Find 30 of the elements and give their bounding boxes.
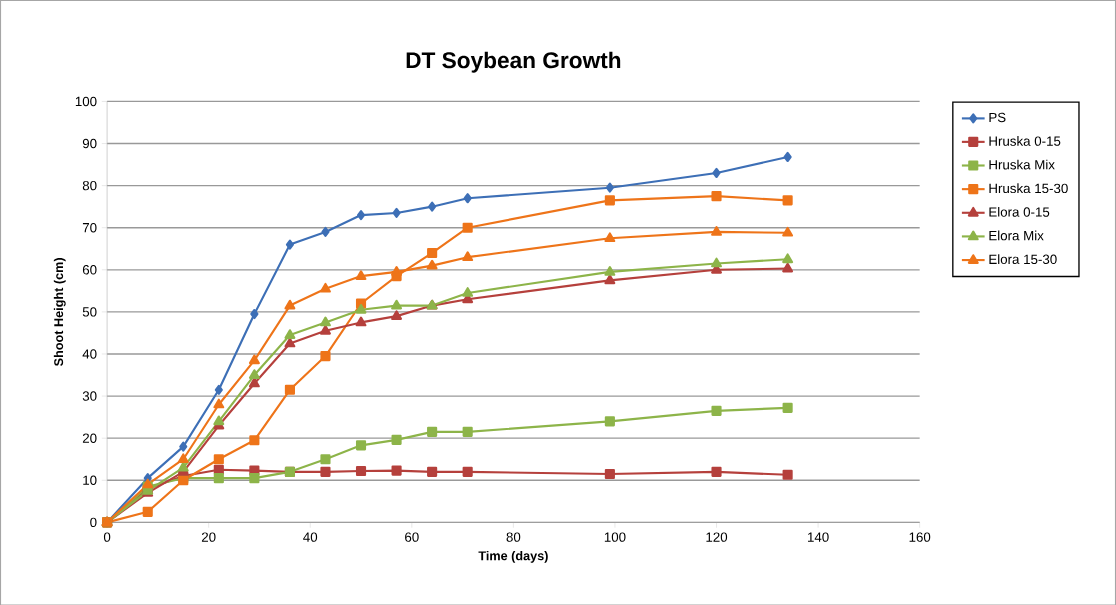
- y-tick-label: 70: [82, 222, 97, 233]
- x-axis-title: Time (days): [478, 550, 548, 563]
- legend-label: Hruska Mix: [989, 159, 1055, 170]
- legend-label: Elora Mix: [989, 230, 1044, 241]
- y-tick-label: 60: [82, 264, 97, 275]
- y-tick-label: 0: [90, 517, 97, 527]
- x-tick-label: 100: [604, 532, 626, 542]
- legend-label: Hruska 0-15: [989, 135, 1061, 146]
- x-tick-label: 40: [303, 532, 318, 542]
- legend-label: PS: [989, 112, 1006, 122]
- x-tick-label: 140: [808, 532, 829, 542]
- y-tick-label: 80: [82, 180, 97, 191]
- legend-label: Hruska 15-30: [989, 183, 1068, 193]
- y-tick-label: 40: [82, 349, 97, 359]
- y-tick-label: 100: [75, 96, 97, 106]
- y-tick-label: 50: [82, 306, 97, 317]
- x-tick-label: 20: [201, 532, 216, 542]
- y-tick-label: 20: [82, 433, 97, 443]
- x-tick-label: 120: [706, 532, 728, 542]
- y-tick-label: 90: [82, 138, 97, 148]
- chart-title: DT Soybean Growth: [406, 51, 621, 73]
- x-tick-label: 80: [506, 532, 521, 542]
- y-axis-title: Shoot Height (cm): [53, 257, 66, 366]
- x-tick-label: 60: [405, 532, 419, 542]
- y-tick-label: 10: [83, 475, 97, 485]
- legend-label: Elora 0-15: [989, 206, 1050, 217]
- x-tick-label: 160: [909, 532, 931, 542]
- legend-label: Elora 15-30: [989, 254, 1057, 264]
- x-tick-label: 0: [103, 532, 111, 542]
- y-tick-label: 30: [82, 391, 97, 401]
